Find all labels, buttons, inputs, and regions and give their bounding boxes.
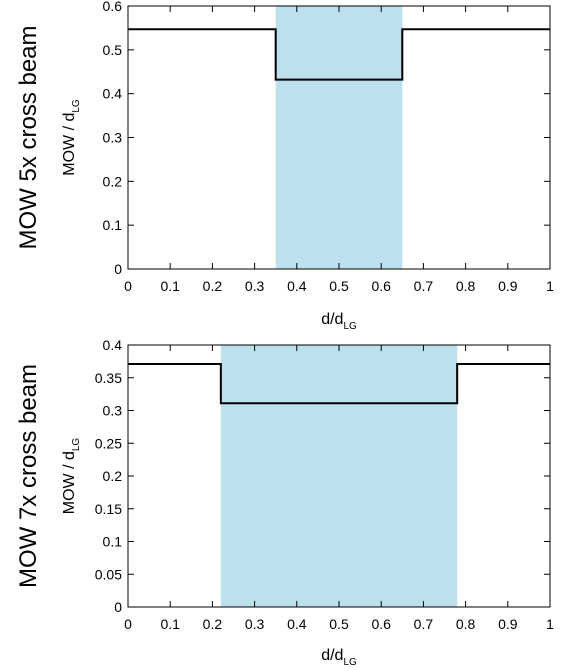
- chart2-y-tick-label: 0.25: [95, 435, 122, 451]
- chart1-y-tick-label: 0: [114, 261, 122, 277]
- chart1-y-tick-label: 0.5: [103, 42, 123, 58]
- chart2-y-tick-label: 0.3: [103, 403, 123, 419]
- chart1-x-tick-label: 0: [124, 278, 132, 294]
- chart2-row-label: MOW 7x cross beam: [15, 364, 42, 588]
- chart2-x-tick-label: 0.7: [414, 616, 434, 632]
- chart2-y-axis-label: MOW / dLG: [61, 438, 82, 515]
- chart2-x-tick-label: 0.6: [371, 616, 391, 632]
- chart1-plot: 0 0.1 0.2 0.3 0.4 0.5 0.6 0.7 0.8 0.9 1 0 0.1 0.2 0.3 0…: [15, 0, 554, 332]
- chart2-y-tick-label: 0.05: [95, 566, 122, 582]
- chart2-x-tick-label: 0.2: [203, 616, 223, 632]
- chart1-x-tick-label: 0.1: [160, 278, 180, 294]
- chart1-x-tick-label: 0.5: [329, 278, 349, 294]
- chart2-shaded-region: [220, 345, 458, 607]
- chart2-x-tick-label: 1: [546, 616, 554, 632]
- chart1-x-tick-label: 0.8: [456, 278, 476, 294]
- chart1-row-label: MOW 5x cross beam: [15, 25, 42, 249]
- chart1-x-tick-label: 0.6: [371, 278, 391, 294]
- chart2-x-tick-label: 0.4: [287, 616, 307, 632]
- chart1-y-tick-label: 0.4: [103, 86, 123, 102]
- chart1-x-tick-label: 0.4: [287, 278, 307, 294]
- chart1-y-tick-label: 0.1: [103, 217, 123, 233]
- chart1-y-tick-label: 0.2: [103, 173, 123, 189]
- chart2-x-tick-label: 0.9: [498, 616, 518, 632]
- chart1-shaded-region: [275, 6, 403, 269]
- chart1-y-tick-label: 0.3: [103, 130, 123, 146]
- chart1-x-axis-label: d/dLG: [321, 311, 357, 332]
- chart2-x-tick-label: 0.5: [329, 616, 349, 632]
- chart1-x-tick-label: 1: [546, 278, 554, 294]
- chart1-y-tick-label: 0.6: [103, 0, 123, 14]
- chart2-y-tick-label: 0.2: [103, 468, 123, 484]
- chart2-x-tick-label: 0.1: [160, 616, 180, 632]
- chart2-series-line-1: [128, 362, 550, 405]
- chart2-x-tick-label: 0.8: [456, 616, 476, 632]
- chart1-x-tick-label: 0.3: [245, 278, 265, 294]
- chart2-x-tick-label: 0.3: [245, 616, 265, 632]
- chart2-y-tick-label: 0.15: [95, 501, 122, 517]
- chart1-x-tick-label: 0.2: [203, 278, 223, 294]
- chart1-x-tick-label: 0.7: [414, 278, 434, 294]
- chart1-series-line-1: [128, 28, 550, 81]
- chart2-plot: 0 0.1 0.2 0.3 0.4 0.5 0.6 0.7 0.8 0.9 1 0 0.05 0.1 0.1…: [15, 337, 554, 668]
- chart2-x-axis-label: d/dLG: [321, 647, 357, 668]
- chart1-y-axis-label: MOW / dLG: [61, 99, 82, 176]
- chart1-x-tick-label: 0.9: [498, 278, 518, 294]
- chart2-y-tick-label: 0: [114, 599, 122, 615]
- chart2-x-tick-label: 0: [124, 616, 132, 632]
- chart2-y-tick-label: 0.35: [95, 370, 122, 386]
- chart2-y-tick-label: 0.4: [103, 337, 123, 353]
- chart2-y-tick-label: 0.1: [103, 534, 123, 550]
